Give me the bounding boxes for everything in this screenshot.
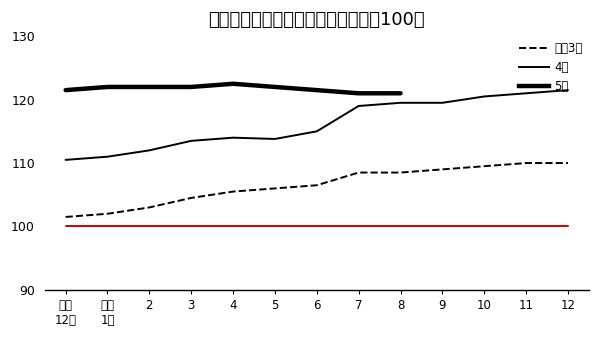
Legend: 令和3年, 4年, 5年: 令和3年, 4年, 5年 <box>519 42 583 93</box>
Title: 農業生産資材価格指数（令和２年＝100）: 農業生産資材価格指数（令和２年＝100） <box>208 11 425 29</box>
